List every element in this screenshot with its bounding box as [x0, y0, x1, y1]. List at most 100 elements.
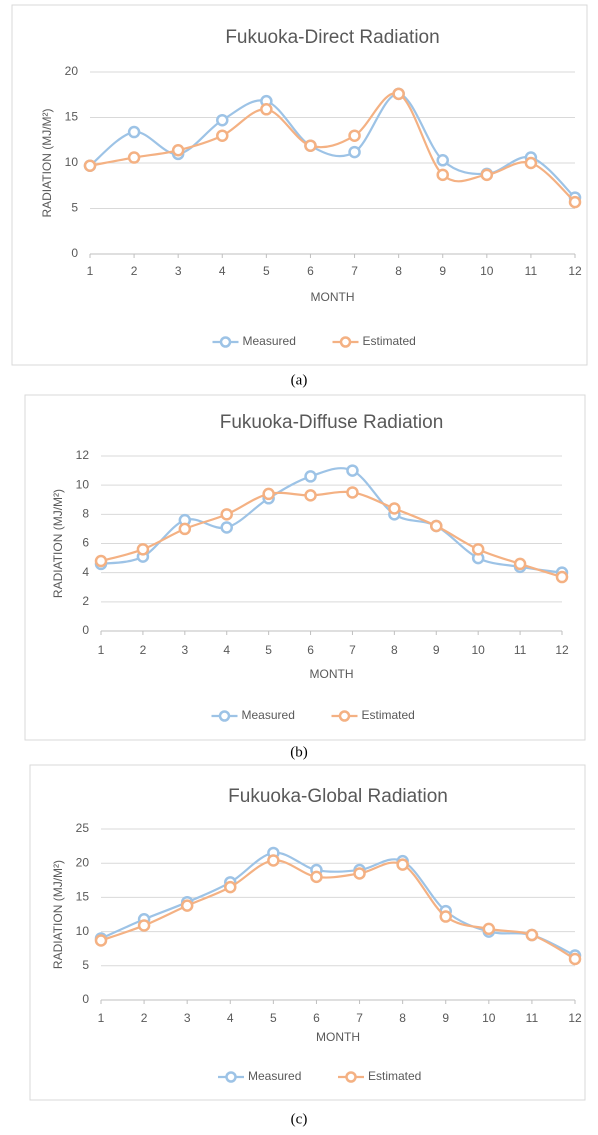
- x-tick-label: 5: [263, 264, 270, 278]
- data-point: [348, 129, 361, 142]
- data-point: [304, 139, 317, 152]
- x-tick-label: 8: [395, 264, 402, 278]
- x-tick-label: 1: [87, 264, 94, 278]
- legend-label: Estimated: [363, 334, 416, 348]
- legend-marker: [218, 710, 231, 722]
- legend-label: Measured: [242, 708, 295, 722]
- data-point: [392, 87, 405, 101]
- x-tick-label: 10: [480, 264, 494, 278]
- x-tick-label: 12: [555, 643, 569, 657]
- x-tick-label: 8: [399, 1011, 406, 1025]
- data-point: [439, 910, 452, 923]
- x-tick-label: 12: [568, 1011, 582, 1025]
- x-tick-label: 3: [175, 264, 182, 278]
- x-tick-label: 6: [307, 264, 314, 278]
- data-point: [471, 543, 485, 556]
- data-point: [220, 521, 233, 534]
- data-point: [310, 870, 323, 884]
- legend-marker: [339, 336, 352, 348]
- x-tick-label: 7: [351, 264, 358, 278]
- data-point: [346, 464, 359, 477]
- data-point: [180, 899, 194, 912]
- legend-marker: [219, 336, 232, 348]
- x-axis-label: MONTH: [316, 1030, 360, 1044]
- legend-marker: [338, 710, 351, 722]
- x-tick-label: 12: [568, 264, 582, 278]
- data-point: [525, 928, 539, 942]
- x-tick-label: 11: [514, 643, 527, 657]
- legend-marker: [225, 1071, 237, 1083]
- x-tick-label: 9: [439, 264, 446, 278]
- caption: (c): [291, 1111, 308, 1127]
- data-point: [436, 168, 449, 182]
- data-point: [220, 508, 233, 521]
- y-axis-label: RADIATION (MJ/M²): [51, 860, 65, 969]
- x-tick-label: 10: [472, 643, 486, 657]
- data-point: [216, 129, 229, 142]
- y-tick-label: 5: [71, 201, 78, 215]
- y-tick-label: 10: [76, 924, 90, 938]
- data-point: [216, 113, 229, 127]
- x-tick-label: 6: [313, 1011, 320, 1025]
- data-point: [430, 519, 443, 533]
- x-tick-label: 4: [219, 264, 226, 278]
- y-axis-label: RADIATION (MJ/M²): [40, 108, 54, 217]
- data-point: [480, 168, 494, 182]
- data-point: [346, 486, 359, 499]
- data-point: [513, 557, 527, 571]
- data-point: [388, 502, 401, 515]
- y-tick-label: 6: [82, 536, 89, 550]
- x-tick-label: 6: [307, 643, 314, 657]
- y-tick-label: 15: [65, 110, 79, 124]
- x-tick-label: 3: [184, 1011, 191, 1025]
- data-point: [348, 145, 361, 159]
- chart-title: Fukuoka-Direct Radiation: [225, 27, 439, 48]
- y-tick-label: 0: [82, 992, 89, 1006]
- y-tick-label: 20: [65, 64, 79, 78]
- x-tick-label: 2: [131, 264, 138, 278]
- data-point: [83, 159, 97, 172]
- caption: (a): [291, 372, 308, 388]
- data-point: [94, 934, 108, 947]
- x-tick-label: 9: [433, 643, 440, 657]
- y-axis-label: RADIATION (MJ/M²): [51, 489, 65, 598]
- y-tick-label: 2: [82, 594, 89, 608]
- y-tick-label: 15: [76, 890, 90, 904]
- caption: (b): [290, 744, 308, 760]
- legend-label: Estimated: [362, 708, 415, 722]
- x-axis-label: MONTH: [310, 667, 354, 681]
- y-tick-label: 0: [82, 623, 89, 637]
- y-tick-label: 25: [76, 821, 90, 835]
- data-point: [568, 952, 582, 966]
- legend-label: Measured: [243, 334, 296, 348]
- data-point: [524, 156, 538, 170]
- data-point: [136, 543, 150, 556]
- data-point: [178, 522, 192, 536]
- y-tick-label: 0: [71, 246, 78, 260]
- chart-title: Fukuoka-Global Radiation: [228, 786, 448, 807]
- x-tick-label: 3: [181, 643, 188, 657]
- data-point: [555, 570, 569, 584]
- data-point: [127, 125, 141, 139]
- data-point: [127, 151, 141, 164]
- x-tick-label: 1: [98, 1011, 105, 1025]
- data-point: [396, 858, 409, 871]
- x-tick-label: 10: [482, 1011, 496, 1025]
- y-tick-label: 10: [76, 477, 90, 491]
- chart-frame: [24, 394, 586, 741]
- data-point: [353, 867, 366, 880]
- x-tick-label: 7: [349, 643, 356, 657]
- x-tick-label: 9: [442, 1011, 449, 1025]
- data-point: [137, 919, 151, 932]
- x-tick-label: 7: [356, 1011, 363, 1025]
- legend-label: Estimated: [368, 1069, 421, 1083]
- x-tick-label: 11: [525, 264, 538, 278]
- y-tick-label: 12: [76, 448, 90, 462]
- data-point: [304, 489, 317, 502]
- data-point: [267, 854, 280, 867]
- data-point: [436, 154, 449, 167]
- legend-marker: [345, 1071, 357, 1083]
- y-tick-label: 5: [82, 958, 89, 972]
- data-point: [482, 922, 496, 936]
